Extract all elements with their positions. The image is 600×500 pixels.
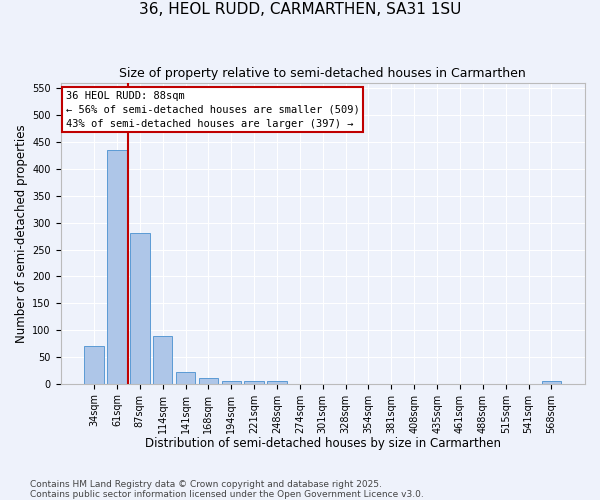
Bar [221,381,241,384]
Bar [542,381,561,384]
Bar [244,381,264,384]
Bar [107,150,127,384]
Title: Size of property relative to semi-detached houses in Carmarthen: Size of property relative to semi-detach… [119,68,526,80]
Bar [199,378,218,384]
Bar [176,372,195,384]
Y-axis label: Number of semi-detached properties: Number of semi-detached properties [15,124,28,342]
Text: 36 HEOL RUDD: 88sqm
← 56% of semi-detached houses are smaller (509)
43% of semi-: 36 HEOL RUDD: 88sqm ← 56% of semi-detach… [66,90,359,128]
Text: 36, HEOL RUDD, CARMARTHEN, SA31 1SU: 36, HEOL RUDD, CARMARTHEN, SA31 1SU [139,2,461,18]
Bar [268,380,287,384]
Bar [153,336,172,384]
X-axis label: Distribution of semi-detached houses by size in Carmarthen: Distribution of semi-detached houses by … [145,437,501,450]
Bar [85,346,104,384]
Text: Contains HM Land Registry data © Crown copyright and database right 2025.
Contai: Contains HM Land Registry data © Crown c… [30,480,424,499]
Bar [130,234,149,384]
